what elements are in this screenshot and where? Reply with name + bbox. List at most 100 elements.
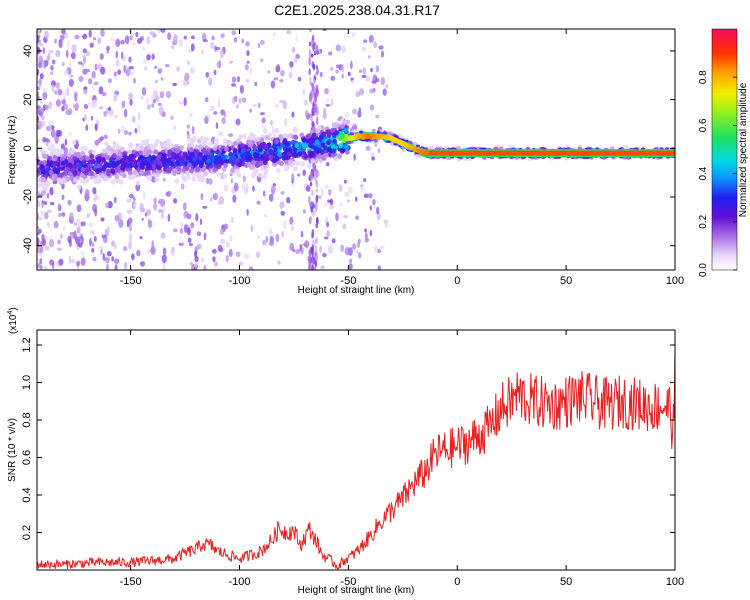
spectrogram-ridge-cell bbox=[623, 145, 629, 149]
spectrogram-noise-cell bbox=[357, 240, 361, 249]
spectrogram-noise-cell bbox=[100, 29, 105, 37]
spectrogram-noise-cell bbox=[106, 250, 112, 257]
spectrogram-noise-cell bbox=[330, 98, 334, 107]
spectrogram-noise-cell bbox=[297, 76, 302, 82]
spectrogram-streak-cell bbox=[309, 216, 313, 224]
spectrogram-noise-cell bbox=[178, 101, 184, 105]
spectrogram-ridge-cell bbox=[313, 146, 319, 152]
spectrogram-ridge-cell bbox=[81, 159, 87, 165]
spectrogram-ridge-cell bbox=[52, 154, 58, 160]
spectrogram-noise-cell bbox=[364, 237, 370, 243]
spectrogram-ridge-cell bbox=[335, 122, 341, 128]
spectrogram-noise-cell bbox=[304, 240, 310, 248]
spectrogram-ridge-cell bbox=[213, 159, 219, 165]
spectrogram-noise-cell bbox=[62, 90, 67, 99]
spectrogram-ridge-cell bbox=[139, 169, 145, 175]
spectrogram-ridge-cell bbox=[156, 154, 162, 160]
spectrogram-noise-cell bbox=[187, 213, 192, 220]
spectrogram-ridge-cell bbox=[311, 132, 317, 138]
spectrogram-noise-cell bbox=[245, 41, 250, 47]
spectrogram-ridge-cell bbox=[549, 157, 554, 161]
spectrogram-ridge-cell bbox=[200, 177, 206, 183]
spectrogram-ridge-cell bbox=[91, 149, 97, 155]
spectrogram-ridge-cell bbox=[260, 155, 265, 161]
spectrogram-ridge-cell bbox=[508, 144, 513, 148]
spectrogram-ridge-cell bbox=[145, 170, 151, 176]
spectrogram-streak-cell bbox=[316, 67, 319, 76]
spectrogram-noise-cell bbox=[58, 39, 62, 48]
spectrogram-ridge-cell bbox=[140, 140, 146, 146]
spectrogram-streak-cell bbox=[314, 260, 318, 268]
spectrogram-noise-cell bbox=[326, 221, 330, 228]
spectrogram-streak-cell bbox=[311, 120, 315, 128]
spectrogram-noise-cell bbox=[190, 43, 195, 52]
spectrogram-ridge-cell bbox=[42, 159, 48, 166]
spectrogram-ridge-cell bbox=[276, 168, 281, 174]
spectrogram-noise-cell bbox=[223, 223, 229, 230]
spectrogram-noise-cell bbox=[364, 228, 368, 233]
spectrogram-noise-cell bbox=[205, 71, 210, 78]
spectrogram-streak-cell bbox=[309, 29, 312, 33]
spectrogram-noise-cell bbox=[173, 34, 178, 44]
spectrogram-noise-cell bbox=[280, 69, 285, 77]
spectrogram-noise-cell bbox=[367, 55, 371, 59]
spectrogram-noise-cell bbox=[191, 35, 195, 40]
bottom-y-ticks: 0.2 0.4 0.6 0.8 1.0 1.2 bbox=[21, 337, 675, 540]
y-multiplier: (x104) bbox=[7, 307, 19, 334]
spectrogram-ridge-cell bbox=[236, 172, 242, 178]
spectrogram-ridge-cell bbox=[90, 158, 96, 164]
spectrogram-noise-cell bbox=[48, 101, 53, 110]
spectrogram-noise-cell bbox=[322, 29, 327, 32]
spectrogram-ridge-cell bbox=[268, 154, 274, 160]
spectrogram-ridge-cell bbox=[161, 155, 167, 161]
spectrogram-noise-cell bbox=[322, 113, 328, 120]
spectrogram-noise-cell bbox=[106, 263, 109, 270]
spectrogram-ridge-cell bbox=[349, 132, 354, 136]
spectrogram-noise-cell bbox=[141, 217, 144, 221]
spectrogram-ridge-cell bbox=[264, 135, 270, 141]
spectrogram-ridge-cell bbox=[79, 172, 85, 178]
spectrogram-noise-cell bbox=[295, 35, 299, 42]
spectrogram-noise-cell bbox=[46, 209, 52, 213]
spectrogram-noise-cell bbox=[369, 104, 375, 111]
spectrogram-ridge-cell bbox=[72, 155, 78, 161]
spectrogram-ridge-cell bbox=[37, 177, 43, 183]
bottom-y-axis-label: SNR (10 * v/v) bbox=[7, 418, 18, 482]
spectrogram-noise-cell bbox=[121, 100, 126, 109]
snr-series-line bbox=[37, 356, 675, 570]
spectrogram-noise-cell bbox=[37, 115, 40, 124]
spectrogram-streak-cell bbox=[314, 244, 318, 254]
spectrogram-noise-cell bbox=[337, 117, 342, 122]
spectrogram-ridge-cell bbox=[76, 151, 82, 158]
spectrogram-noise-cell bbox=[275, 233, 280, 243]
spectrogram-noise-cell bbox=[157, 68, 163, 74]
spectrogram-noise-cell bbox=[82, 33, 88, 40]
spectrogram-noise-cell bbox=[63, 70, 70, 76]
spectrogram-noise-cell bbox=[159, 140, 163, 146]
spectrogram-ridge-cell bbox=[230, 167, 235, 173]
spectrogram-noise-cell bbox=[69, 211, 74, 221]
spectrogram-noise-cell bbox=[44, 30, 49, 40]
spectrogram-ridge-cell bbox=[42, 153, 48, 159]
spectrogram-noise-cell bbox=[213, 111, 218, 115]
spectrogram-noise-cell bbox=[102, 234, 108, 244]
spectrogram-noise-cell bbox=[167, 32, 172, 41]
spectrogram-ridge-cell bbox=[110, 179, 116, 185]
spectrogram-ridge-cell bbox=[292, 126, 298, 132]
spectrogram-ridge-cell bbox=[134, 151, 140, 157]
spectrogram-ridge-cell bbox=[166, 138, 171, 144]
spectrogram-noise-cell bbox=[363, 39, 368, 43]
spectrogram-noise-cell bbox=[286, 29, 292, 35]
bottom-x-tick-label: 0 bbox=[454, 576, 460, 588]
spectrogram-streak-cell bbox=[310, 115, 313, 122]
spectrogram-streak-cell bbox=[310, 206, 313, 213]
spectrogram-noise-cell bbox=[149, 31, 155, 36]
spectrogram-noise-cell bbox=[229, 234, 233, 243]
spectrogram-ridge-cell bbox=[153, 149, 159, 155]
spectrogram-noise-cell bbox=[292, 248, 296, 253]
spectrogram-noise-cell bbox=[254, 81, 258, 87]
spectrogram-noise-cell bbox=[128, 241, 132, 250]
spectrogram-noise-cell bbox=[44, 265, 48, 270]
spectrogram-noise-cell bbox=[355, 91, 361, 98]
spectrogram-ridge-cell bbox=[173, 148, 179, 154]
